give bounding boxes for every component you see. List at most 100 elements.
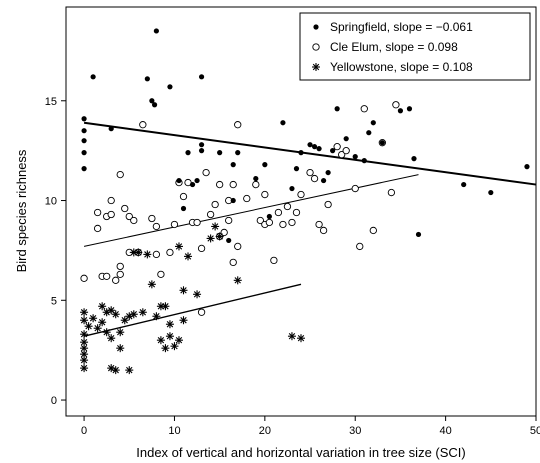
data-point <box>320 177 327 184</box>
series-3-points <box>80 222 305 375</box>
data-point <box>111 310 120 319</box>
data-point <box>330 148 336 154</box>
data-point <box>185 150 191 156</box>
legend-marker-1 <box>313 24 319 30</box>
data-point <box>252 180 260 189</box>
data-point <box>215 232 224 241</box>
data-point <box>179 286 188 295</box>
data-point <box>80 316 89 325</box>
data-point <box>288 218 296 227</box>
data-point <box>216 180 224 189</box>
data-point <box>125 366 134 375</box>
x-tick-label: 20 <box>259 425 271 437</box>
data-point <box>356 242 364 251</box>
plot-area-frame <box>65 6 537 417</box>
data-point <box>461 181 467 188</box>
data-point <box>93 324 102 333</box>
data-point <box>80 308 89 317</box>
data-point <box>202 168 210 177</box>
data-point <box>297 334 305 343</box>
data-point <box>274 208 283 217</box>
data-point <box>81 166 87 172</box>
data-point <box>369 226 377 235</box>
data-point <box>488 189 494 196</box>
data-point <box>165 332 174 341</box>
regression-line-1 <box>83 121 537 186</box>
regression-lines <box>83 121 537 337</box>
data-point <box>111 366 120 375</box>
data-point <box>319 226 328 235</box>
y-tick-label: 0 <box>51 395 57 407</box>
data-point <box>226 237 232 244</box>
data-point <box>343 136 349 142</box>
data-point <box>198 142 205 148</box>
data-point <box>197 308 206 316</box>
data-point <box>338 150 346 159</box>
data-point <box>121 204 129 213</box>
regression-line-3 <box>83 283 302 337</box>
data-point <box>176 177 182 184</box>
data-point <box>174 336 183 345</box>
data-point <box>307 142 313 148</box>
data-point <box>266 213 272 220</box>
data-point <box>292 208 301 217</box>
data-point <box>108 126 114 132</box>
data-point <box>112 276 120 284</box>
data-point <box>225 216 233 225</box>
data-point <box>161 302 170 311</box>
data-point <box>80 330 89 339</box>
data-point <box>107 196 115 205</box>
y-axis-title: Bird species richness <box>14 149 29 272</box>
regression-line-2 <box>83 174 419 247</box>
legend-entries: Springfield, slope = −0.061 Cle Elum, slo… <box>312 20 473 74</box>
data-point <box>230 197 236 204</box>
legend-label-2: Cle Elum, slope = 0.098 <box>330 40 458 54</box>
data-point <box>167 84 173 90</box>
data-point <box>116 344 125 353</box>
data-point <box>342 146 350 155</box>
data-point <box>306 168 314 177</box>
data-point <box>289 185 295 192</box>
data-point <box>156 336 165 345</box>
data-point <box>134 248 143 257</box>
data-point <box>287 332 296 341</box>
data-point <box>107 306 116 315</box>
data-point <box>293 166 300 172</box>
x-axis-title: Index of vertical and horizontal variati… <box>136 445 466 460</box>
x-tick-label: 30 <box>349 425 361 437</box>
data-point <box>147 280 156 289</box>
data-point <box>206 210 215 219</box>
data-point <box>93 224 102 233</box>
x-tick-label: 10 <box>168 425 180 437</box>
data-point <box>197 244 206 253</box>
data-point <box>152 312 161 321</box>
legend-label-1: Springfield, slope = −0.061 <box>330 20 473 34</box>
data-point <box>379 140 385 146</box>
data-point <box>310 174 319 183</box>
data-point <box>179 316 188 325</box>
x-tick-label: 50 <box>530 425 540 437</box>
data-point <box>361 158 367 164</box>
data-point <box>90 74 96 80</box>
data-point <box>189 181 196 188</box>
data-point <box>103 272 111 280</box>
data-point <box>170 220 179 229</box>
series-2-points <box>80 101 400 316</box>
data-point <box>116 262 124 271</box>
data-point <box>262 162 268 168</box>
data-point <box>125 212 133 221</box>
data-point <box>130 216 138 225</box>
data-point <box>261 190 269 199</box>
data-point <box>311 144 318 150</box>
data-point <box>107 334 116 343</box>
data-point <box>370 120 376 126</box>
data-point <box>89 314 98 323</box>
x-tick-label: 0 <box>81 425 87 437</box>
x-tick-label: 40 <box>439 425 451 437</box>
data-point <box>116 270 124 278</box>
data-point <box>148 214 156 223</box>
data-point <box>297 190 305 199</box>
data-point <box>360 105 368 113</box>
data-point <box>152 222 161 231</box>
